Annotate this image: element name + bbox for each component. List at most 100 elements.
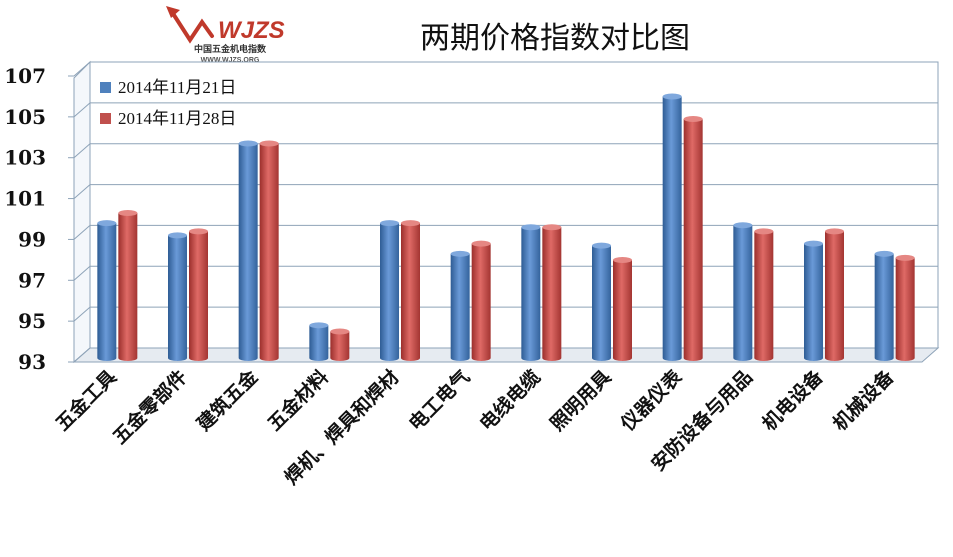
bar-body: [189, 231, 208, 361]
bar-series-1-11: [804, 240, 823, 361]
bar-cap: [471, 240, 491, 247]
y-tick-label: 95: [18, 309, 46, 333]
bar-series-2-8: [613, 256, 632, 361]
logo-url: WWW.WJZS.ORG: [201, 57, 260, 64]
gridline: [73, 347, 938, 363]
bar-series-2-9: [683, 115, 703, 361]
bar-body: [521, 227, 541, 361]
bar-body: [613, 259, 632, 361]
bar-body: [401, 223, 420, 361]
bar-cap: [613, 256, 632, 263]
side-wall: [73, 60, 91, 364]
gridline: [73, 306, 938, 322]
bar-series-1-2: [168, 232, 187, 361]
bar-body: [804, 243, 823, 361]
bar-series-2-11: [825, 228, 844, 361]
bar-body: [330, 331, 350, 361]
y-tick-label: 101: [4, 187, 46, 211]
x-tick-label: 建筑五金: [192, 365, 263, 436]
bar-series-1-10: [733, 222, 753, 361]
bar-body: [733, 225, 753, 361]
x-tick-label: 机械设备: [828, 365, 899, 436]
legend-swatch-series-1: [100, 82, 111, 93]
bar-series-2-2: [189, 228, 208, 361]
bar-cap: [259, 140, 279, 147]
x-tick-label: 五金工具: [51, 365, 121, 435]
gridline: [73, 184, 938, 199]
bar-body: [874, 253, 894, 361]
legend-item-series-1: 2014年11月21日: [100, 78, 236, 97]
x-tick-label: 仪器仪表: [615, 365, 686, 436]
x-tick-label: 机电设备: [758, 365, 829, 436]
bar-series-1-12: [874, 250, 894, 361]
bar-series-1-6: [450, 250, 470, 361]
bar-body: [238, 143, 258, 361]
logo-arrow-icon: [166, 6, 180, 18]
bar-cap: [521, 224, 541, 231]
bar-body: [825, 231, 844, 361]
bar-series-1-4: [309, 322, 329, 361]
y-tick-label: 99: [18, 227, 46, 251]
gridline: [73, 265, 938, 281]
bar-body: [168, 235, 187, 361]
bar-cap: [542, 224, 562, 231]
x-tick-label: 五金材料: [263, 365, 333, 435]
bar-cap: [754, 228, 774, 235]
bar-series-2-6: [471, 240, 491, 361]
bar-cap: [662, 93, 682, 100]
bar-cap: [450, 250, 470, 257]
x-tick-label: 五金零部件: [108, 365, 191, 448]
gridline: [73, 224, 938, 240]
bar-body: [97, 223, 117, 361]
bar-cap: [804, 240, 823, 247]
legend-item-series-2: 2014年11月28日: [100, 109, 236, 128]
x-tick-label: 照明用具: [546, 366, 615, 435]
bar-series-1-3: [238, 140, 258, 361]
bar-body: [380, 223, 399, 361]
bar-cap: [238, 140, 258, 147]
bar-body: [754, 231, 774, 361]
bar-series-2-5: [401, 220, 420, 361]
y-tick-label: 105: [4, 105, 46, 129]
bar-body: [662, 96, 682, 361]
chart-title: 两期价格指数对比图: [420, 21, 690, 56]
bar-body: [471, 243, 491, 361]
bar-body: [542, 227, 562, 361]
legend: 2014年11月21日 2014年11月28日: [100, 78, 236, 128]
y-tick-label: 97: [18, 268, 46, 292]
bar-cap: [401, 220, 420, 227]
y-tick-label: 107: [4, 64, 46, 88]
bar-cap: [380, 220, 399, 227]
bar-cap: [330, 328, 350, 335]
x-tick-label: 电工电气: [404, 365, 474, 435]
bar-series-1-7: [521, 224, 541, 361]
bar-cap: [592, 242, 611, 249]
x-tick-label: 电线电缆: [475, 365, 545, 435]
y-axis-ticks: 93 95 97 99 101 103 105 107: [4, 64, 74, 374]
bar-cap: [895, 254, 915, 261]
bar-cap: [168, 232, 187, 239]
y-tick-label: 103: [4, 146, 46, 170]
bar-series-1-5: [380, 220, 399, 361]
bar-cap: [825, 228, 844, 235]
bar-series-2-7: [542, 224, 562, 361]
bar-cap: [309, 322, 329, 329]
bar-series-2-4: [330, 328, 350, 361]
bar-series-2-3: [259, 140, 279, 361]
bar-cap: [683, 115, 703, 122]
legend-swatch-series-2: [100, 113, 111, 124]
gridlines: [73, 61, 938, 363]
gridline: [73, 102, 938, 118]
bar-series-2-1: [118, 209, 138, 361]
bar-cap: [97, 220, 117, 227]
legend-label-series-1: 2014年11月21日: [118, 78, 236, 97]
bar-body: [592, 245, 611, 361]
brand-logo: WJZS 中国五金机电指数 WWW.WJZS.ORG: [166, 6, 285, 64]
bar-series-1-8: [592, 242, 611, 361]
legend-label-series-2: 2014年11月28日: [118, 109, 236, 128]
bar-body: [450, 253, 470, 361]
logo-swoosh-icon: [170, 10, 214, 44]
logo-name: 中国五金机电指数: [194, 43, 267, 54]
